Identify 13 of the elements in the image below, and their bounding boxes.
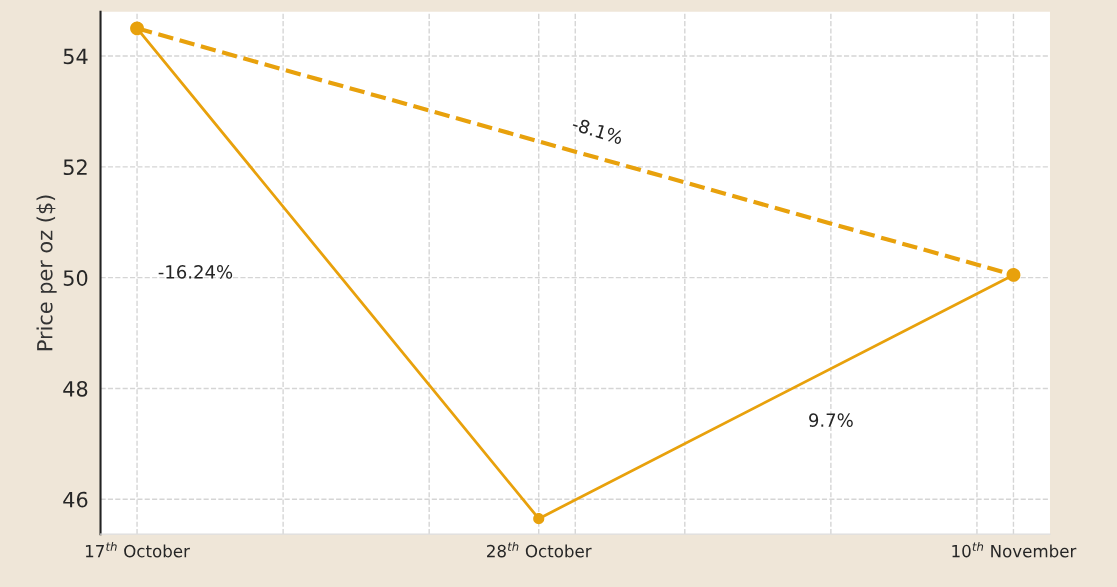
y-axis-title: Price per oz ($) <box>36 195 57 351</box>
x-tick-label: 10$^{th}$ November <box>952 541 1077 558</box>
y-tick-label: 46 <box>63 491 88 508</box>
point <box>533 513 545 525</box>
annotation: 9.7% <box>809 413 853 427</box>
y-tick-label: 50 <box>63 270 88 286</box>
x-tick-label: 28$^{th}$ October <box>487 541 592 558</box>
annotation: -16.24% <box>158 265 233 279</box>
y-tick-label: 52 <box>63 159 87 176</box>
y-tick-label: 54 <box>63 48 88 65</box>
x-tick-label: 17$^{th}$ October <box>85 541 190 558</box>
y-tick-label: 48 <box>63 380 88 397</box>
annotation: -8.1% <box>571 116 624 145</box>
